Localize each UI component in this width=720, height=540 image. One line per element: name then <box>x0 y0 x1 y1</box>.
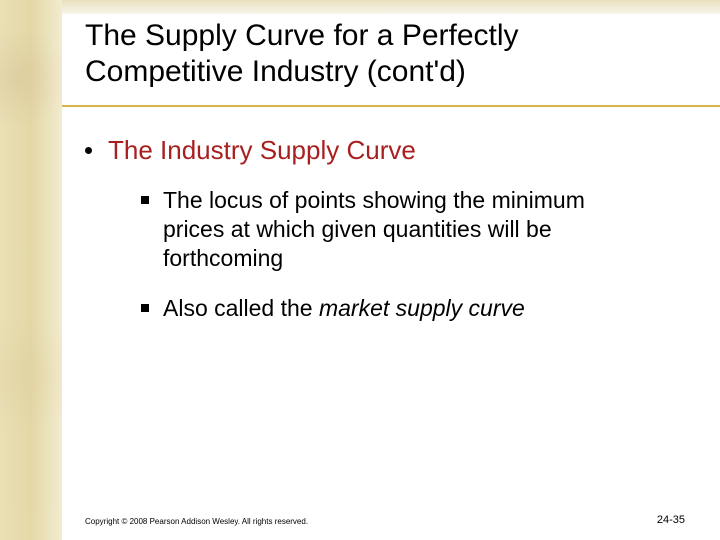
copyright-text: Copyright © 2008 Pearson Addison Wesley.… <box>85 517 308 526</box>
content-area: The Industry Supply Curve The locus of p… <box>85 135 665 345</box>
bullet-level1-text: The Industry Supply Curve <box>108 135 416 166</box>
square-bullet-icon <box>141 304 149 312</box>
square-bullet-icon <box>141 196 149 204</box>
title-underline <box>62 105 720 107</box>
title-region: The Supply Curve for a Perfectly Competi… <box>85 18 675 90</box>
bullet-level2: Also called the market supply curve <box>141 294 665 323</box>
disc-bullet-icon <box>85 147 92 154</box>
bullet-level2-text: Also called the market supply curve <box>163 294 525 323</box>
sub-bullet-list: The locus of points showing the minimum … <box>141 186 665 323</box>
bullet-italic: market supply curve <box>319 295 525 321</box>
bullet-level1: The Industry Supply Curve <box>85 135 665 166</box>
bullet-level2-text: The locus of points showing the minimum … <box>163 186 643 272</box>
bullet-level2: The locus of points showing the minimum … <box>141 186 665 272</box>
decorative-top-band <box>62 0 720 14</box>
page-number: 24-35 <box>657 514 685 526</box>
decorative-left-strip <box>0 0 62 540</box>
footer: Copyright © 2008 Pearson Addison Wesley.… <box>85 514 685 526</box>
bullet-prefix: Also called the <box>163 295 319 321</box>
slide-title: The Supply Curve for a Perfectly Competi… <box>85 18 675 90</box>
